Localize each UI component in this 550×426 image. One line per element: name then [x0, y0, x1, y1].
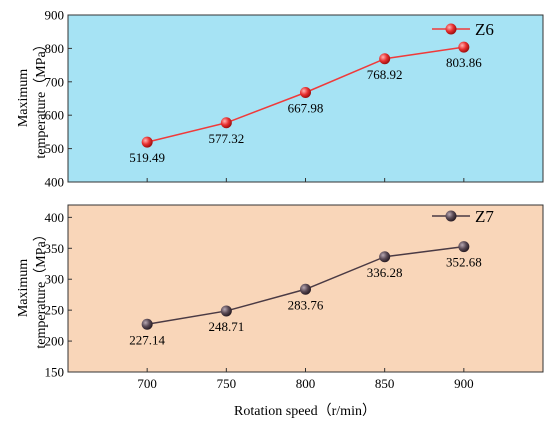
bottom-series-z7: 227.14 248.71 283.76 336.28 352.68	[129, 241, 482, 347]
bottom-x-ticks: 700 750 800 850 900	[137, 368, 474, 391]
bottom-data-point	[458, 241, 470, 253]
top-ytick-label: 400	[45, 175, 65, 190]
top-ytick-label: 800	[45, 41, 65, 56]
top-ytick-label: 700	[45, 74, 65, 89]
bottom-data-label: 227.14	[129, 332, 165, 347]
top-data-point	[379, 53, 391, 65]
bottom-ylabel-line2: temperature（MPa）	[33, 227, 49, 348]
top-x-ticks	[146, 178, 465, 182]
bottom-ytick-label: 300	[45, 272, 65, 287]
bottom-data-label: 248.71	[208, 319, 244, 334]
bottom-ytick-label: 400	[45, 210, 65, 225]
top-data-label: 803.86	[446, 55, 482, 70]
bottom-y-axis-title: Maximum temperature（MPa）	[16, 227, 49, 348]
bottom-xtick-label: 750	[217, 376, 237, 391]
bottom-data-label: 336.28	[367, 265, 403, 280]
bottom-ytick-label: 150	[45, 365, 65, 380]
top-data-label: 667.98	[288, 100, 324, 115]
bottom-data-point	[220, 305, 232, 317]
bottom-y-ticks: 150 200 250 300 350 400	[45, 210, 72, 380]
top-data-label: 519.49	[129, 150, 165, 165]
top-y-axis-title: Maximum temperature（MPa）	[16, 37, 49, 158]
top-data-point	[220, 117, 232, 129]
bottom-data-point	[300, 283, 311, 295]
top-panel: Maximum temperature（MPa） 400 500 600 700 800…	[16, 8, 544, 190]
bottom-data-point	[379, 251, 391, 263]
top-data-label: 768.92	[367, 67, 403, 82]
bottom-data-point	[141, 318, 153, 330]
legend-marker-z6	[445, 23, 457, 35]
legend-label-z7: Z7	[475, 207, 494, 226]
bottom-xtick-label: 800	[296, 376, 316, 391]
top-data-point	[300, 86, 311, 98]
top-ylabel-line1: Maximum	[16, 69, 31, 127]
bottom-ytick-label: 350	[45, 241, 65, 256]
top-ytick-label: 500	[45, 141, 65, 156]
legend-marker-z7	[445, 210, 457, 222]
bottom-panel: Maximum temperature（MPa） 150 200 250 300 350…	[16, 204, 544, 391]
bottom-xtick-label: 700	[137, 376, 157, 391]
bottom-legend: Z7	[432, 207, 494, 226]
top-y-ticks: 400 500 600 700 800 900	[45, 8, 72, 190]
top-data-label: 577.32	[208, 131, 244, 146]
top-legend: Z6	[432, 20, 494, 39]
bottom-xtick-label: 850	[375, 376, 395, 391]
bottom-ylabel-line1: Maximum	[16, 259, 31, 317]
bottom-xtick-label: 900	[454, 376, 474, 391]
top-data-point	[458, 41, 470, 53]
bottom-ytick-label: 200	[45, 334, 65, 349]
x-axis-title: Rotation speed（r/min）	[234, 403, 376, 419]
bottom-data-label: 283.76	[288, 297, 324, 312]
bottom-data-label: 352.68	[446, 255, 482, 270]
top-ylabel-line2: temperature（MPa）	[33, 37, 49, 158]
legend-label-z6: Z6	[475, 20, 494, 39]
top-ytick-label: 900	[45, 8, 65, 23]
top-ytick-label: 600	[45, 108, 65, 123]
bottom-ytick-label: 250	[45, 303, 65, 318]
top-data-point	[141, 136, 153, 148]
top-series-z6: 519.49 577.32 667.98 768.92 803.86	[129, 41, 482, 165]
